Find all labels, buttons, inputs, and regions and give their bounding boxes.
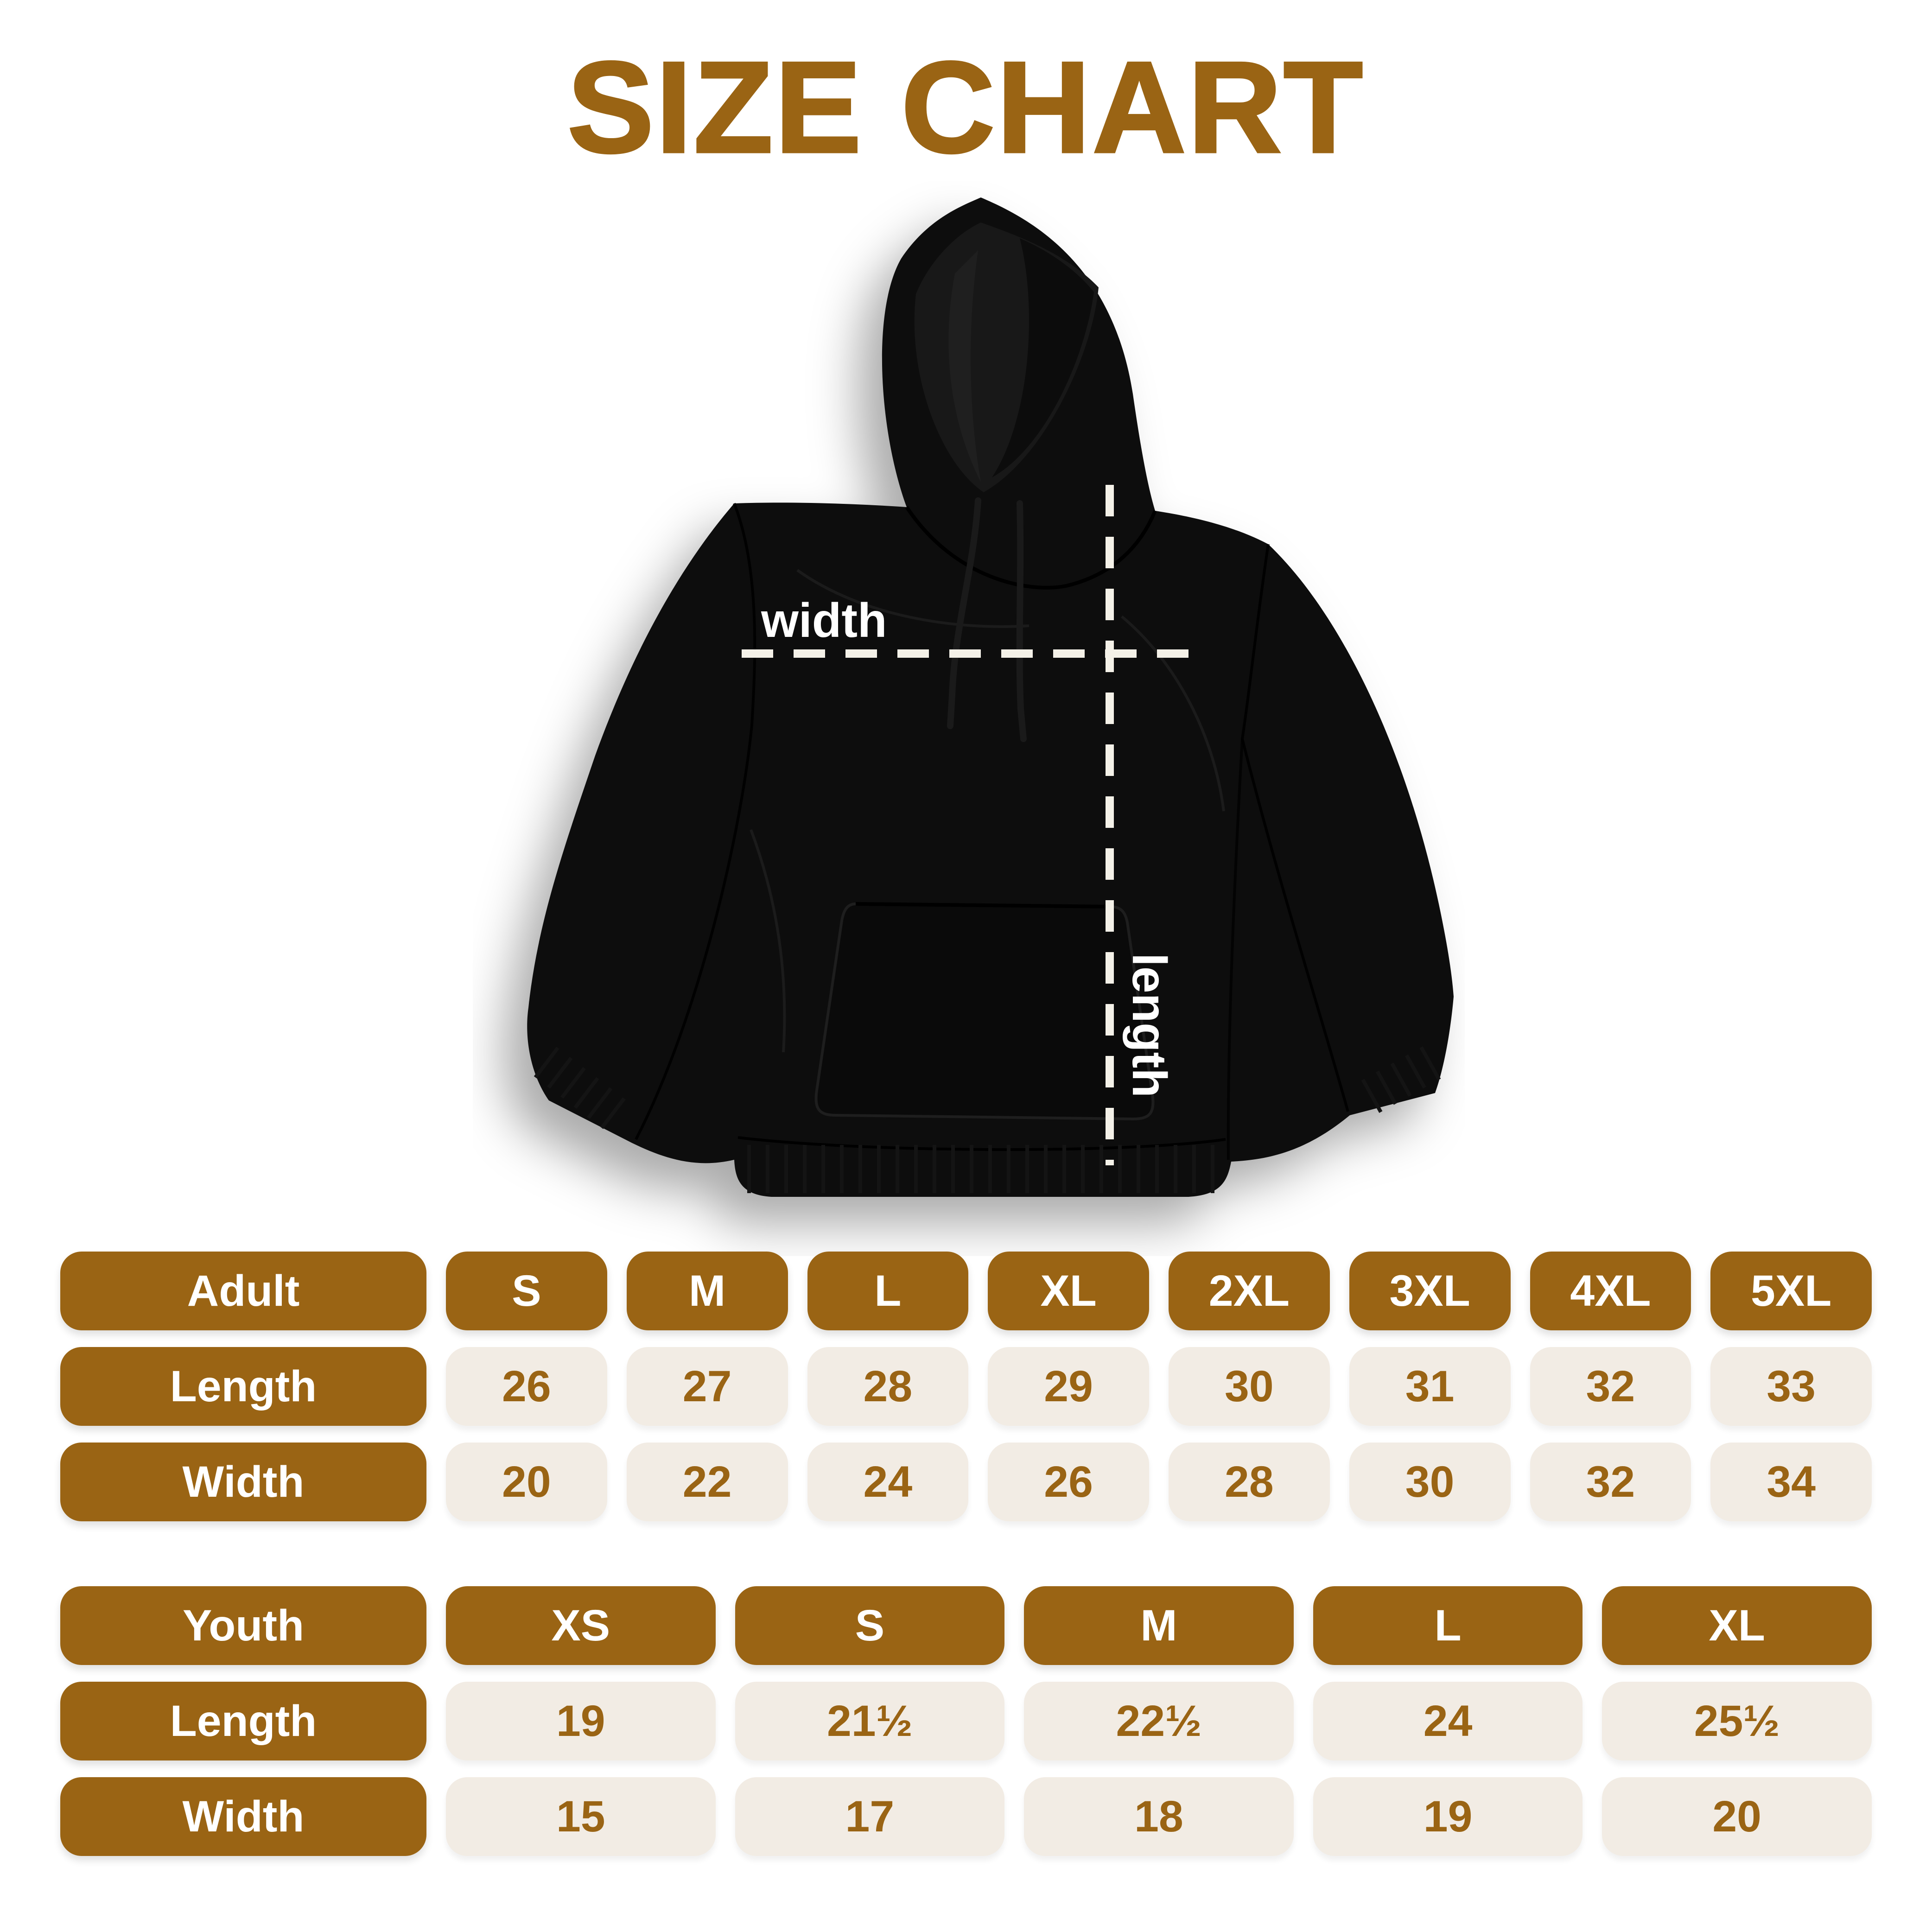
hood-collar-seam	[905, 506, 1157, 590]
pocket-top-seam	[855, 902, 1111, 909]
page-title: SIZE CHART	[566, 34, 1365, 181]
youth-length-l: 24	[1313, 1682, 1583, 1760]
right-sleeve-seam	[1240, 544, 1349, 1112]
adult-length-4xl: 32	[1530, 1347, 1691, 1426]
side-fold	[1121, 615, 1225, 812]
youth-length-row-label: Length	[60, 1682, 426, 1760]
adult-width-xl: 26	[988, 1443, 1149, 1521]
adult-length-m: 27	[626, 1347, 788, 1426]
youth-width-m: 18	[1024, 1777, 1294, 1856]
adult-size-3xl: 3XL	[1349, 1252, 1511, 1330]
adult-size-m: M	[626, 1252, 788, 1330]
adult-width-5xl: 34	[1710, 1443, 1872, 1521]
adult-header-row: Adult S M L XL 2XL 3XL 4XL 5XL	[60, 1252, 1872, 1330]
adult-width-s: 20	[446, 1443, 607, 1521]
measurement-overlay: width length	[742, 485, 1188, 1165]
youth-header-row: Youth XS S M L XL	[60, 1586, 1872, 1665]
adult-size-4xl: 4XL	[1530, 1252, 1691, 1330]
youth-width-l: 19	[1313, 1777, 1583, 1856]
youth-width-s: 17	[735, 1777, 1005, 1856]
length-label: length	[1122, 953, 1176, 1098]
chest-fold	[796, 569, 1030, 628]
left-body-fold	[750, 829, 786, 1053]
adult-length-3xl: 31	[1349, 1347, 1511, 1426]
hood-inner-shadow	[992, 238, 1094, 477]
adult-width-row-label: Width	[60, 1443, 426, 1521]
youth-length-xs: 19	[446, 1682, 716, 1760]
youth-header-label: Youth	[60, 1586, 426, 1665]
youth-size-s: S	[735, 1586, 1005, 1665]
adult-width-3xl: 30	[1349, 1443, 1511, 1521]
hoodie-illustration	[527, 197, 1454, 1197]
hood-inner-highlight	[948, 250, 981, 482]
adult-header-label: Adult	[60, 1252, 426, 1330]
hoodie-diagram-svg: width length	[527, 197, 1454, 1197]
right-body-seam	[1227, 738, 1244, 1160]
adult-length-row-label: Length	[60, 1347, 426, 1426]
adult-width-l: 24	[807, 1443, 969, 1521]
hoodie-measurement-diagram: width length	[473, 181, 1465, 1256]
youth-size-m: M	[1024, 1586, 1294, 1665]
hoodie-silhouette	[527, 197, 1454, 1197]
adult-width-row: Width 20 22 24 26 28 30 32 34	[60, 1443, 1872, 1521]
adult-length-row: Length 26 27 28 29 30 31 32 33	[60, 1347, 1872, 1426]
adult-size-xl: XL	[988, 1252, 1149, 1330]
youth-length-row: Length 19 21½ 22½ 24 25½	[60, 1682, 1872, 1760]
youth-length-s: 21½	[735, 1682, 1005, 1760]
adult-length-xl: 29	[988, 1347, 1149, 1426]
kangaroo-pocket	[814, 902, 1155, 1121]
adult-size-l: L	[807, 1252, 969, 1330]
youth-size-l: L	[1313, 1586, 1583, 1665]
youth-size-table: Youth XS S M L XL Length 19 21½ 22½ 24 2…	[60, 1586, 1872, 1873]
youth-size-xl: XL	[1602, 1586, 1872, 1665]
adult-length-l: 28	[807, 1347, 969, 1426]
youth-width-row-label: Width	[60, 1777, 426, 1856]
youth-length-m: 22½	[1024, 1682, 1294, 1760]
adult-size-table: Adult S M L XL 2XL 3XL 4XL 5XL Length 26…	[60, 1252, 1872, 1538]
adult-width-m: 22	[626, 1443, 788, 1521]
width-label: width	[761, 594, 887, 648]
left-drawstring	[947, 497, 981, 729]
adult-size-2xl: 2XL	[1169, 1252, 1330, 1330]
youth-width-xl: 20	[1602, 1777, 1872, 1856]
youth-width-row: Width 15 17 18 19 20	[60, 1777, 1872, 1856]
right-drawstring	[1016, 500, 1027, 742]
size-tables: Adult S M L XL 2XL 3XL 4XL 5XL Length 26…	[60, 0, 1872, 1932]
adult-length-5xl: 33	[1710, 1347, 1872, 1426]
left-sleeve-seam	[635, 502, 756, 1140]
youth-size-xs: XS	[446, 1586, 716, 1665]
youth-length-xl: 25½	[1602, 1682, 1872, 1760]
adult-size-5xl: 5XL	[1710, 1252, 1872, 1330]
youth-width-xs: 15	[446, 1777, 716, 1856]
adult-length-s: 26	[446, 1347, 607, 1426]
adult-size-s: S	[446, 1252, 607, 1330]
adult-width-4xl: 32	[1530, 1443, 1691, 1521]
adult-length-2xl: 30	[1169, 1347, 1330, 1426]
adult-width-2xl: 28	[1169, 1443, 1330, 1521]
